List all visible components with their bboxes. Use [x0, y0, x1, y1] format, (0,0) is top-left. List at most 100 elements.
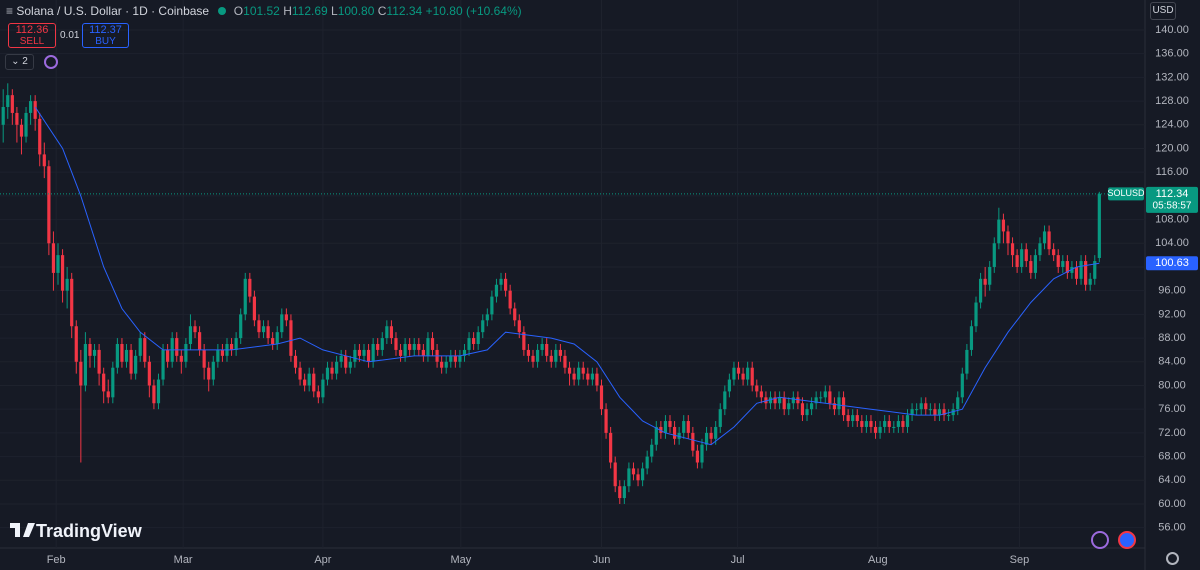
candle-body [947, 415, 951, 417]
candle-body [855, 415, 859, 422]
candle-body [335, 361, 339, 374]
candle-body [741, 373, 745, 380]
candle-body [910, 409, 914, 416]
candle-body [778, 397, 782, 404]
candle-body [1056, 255, 1060, 267]
candle-body [15, 112, 19, 125]
candle-body [901, 421, 905, 427]
candle-body [307, 373, 311, 386]
candle-body [348, 361, 352, 368]
y-tick-label: 76.00 [1158, 403, 1186, 415]
candle-body [919, 403, 923, 410]
brand-name: TradingView [36, 521, 142, 541]
candle-body [915, 409, 919, 411]
candle-body [590, 373, 594, 380]
candle-body [1020, 249, 1024, 267]
candle-body [417, 344, 421, 350]
ma-tag-bg [1146, 256, 1198, 271]
candle-body [179, 355, 183, 362]
candle-body [791, 397, 795, 404]
sell-label: SELL [19, 36, 45, 47]
candle-body [746, 367, 750, 380]
indicator-icon[interactable] [44, 55, 58, 69]
candle-body [691, 432, 695, 451]
candle-body [714, 426, 718, 439]
candle-body [1070, 266, 1074, 273]
candle-body [490, 296, 494, 315]
ma-tag: 100.63 [1155, 257, 1189, 269]
candle-body [1015, 255, 1019, 267]
candle-body [1052, 249, 1056, 256]
candle-body [134, 355, 138, 374]
candle-body [503, 278, 508, 291]
candle-body [476, 332, 480, 345]
menu-icon[interactable]: ≡ [6, 4, 14, 18]
candle-body [988, 266, 992, 285]
candle-body [481, 320, 485, 333]
buy-button[interactable]: 112.37 BUY [82, 23, 129, 48]
candle-body [558, 349, 562, 356]
candle-body [1084, 261, 1088, 285]
candle-body [727, 379, 731, 392]
candle-body [531, 355, 535, 362]
candle-body [960, 373, 964, 398]
y-tick-label: 64.00 [1158, 474, 1186, 486]
region-icon[interactable] [1118, 531, 1136, 549]
candle-body [878, 426, 882, 433]
candle-body [485, 314, 489, 321]
candle-body [974, 302, 978, 327]
countdown: 05:58:57 [1153, 201, 1192, 212]
sell-button[interactable]: 112.36 SELL [8, 23, 56, 48]
y-tick-label: 108.00 [1155, 213, 1189, 225]
candle-body [695, 450, 700, 463]
candle-body [618, 486, 622, 499]
candle-body [88, 344, 92, 356]
candle-body [298, 367, 302, 380]
replay-icon[interactable] [1091, 531, 1109, 549]
candle-body [19, 124, 24, 137]
candle-body [905, 415, 910, 427]
price-tag-bg [1146, 186, 1198, 213]
currency[interactable]: USD [1150, 2, 1176, 20]
candle-body [51, 243, 56, 273]
candle-body [577, 367, 581, 380]
y-tick-label: 80.00 [1158, 379, 1186, 391]
settings-icon[interactable] [1166, 552, 1179, 565]
candle-body [47, 166, 51, 244]
candle-body [462, 349, 467, 356]
candle-body [115, 344, 119, 368]
buy-price: 112.37 [89, 24, 122, 36]
candle-body [956, 397, 960, 410]
candle-body [627, 468, 631, 487]
candle-body [426, 338, 430, 356]
candle-body [937, 409, 942, 416]
candle-body [74, 326, 78, 362]
candle-body [65, 278, 69, 291]
candle-body [800, 403, 805, 416]
candle-body [805, 409, 809, 416]
candle-body [896, 421, 900, 427]
y-tick-label: 56.00 [1158, 522, 1186, 534]
y-tick-label: 68.00 [1158, 450, 1186, 462]
candle-body [663, 421, 668, 433]
candle-body [33, 101, 37, 119]
candle-body [1001, 219, 1006, 232]
indicators-toggle[interactable]: ⌄ 2 [5, 54, 34, 70]
candle-body [851, 415, 855, 422]
brand-logo [10, 523, 35, 537]
candle-body [677, 432, 681, 439]
candle-body [467, 338, 471, 350]
x-tick-label: Mar [174, 554, 193, 566]
candle-body [106, 391, 110, 398]
candle-body [654, 426, 658, 445]
candle-body [686, 421, 690, 433]
y-tick-label: 104.00 [1155, 237, 1189, 249]
candle-body [704, 432, 709, 445]
candle-body [6, 95, 10, 108]
x-tick-label: Aug [868, 554, 888, 566]
candle-body [1079, 261, 1083, 279]
candle-body [965, 349, 969, 374]
y-tick-label: 96.00 [1158, 285, 1186, 297]
candle-body [499, 278, 503, 285]
